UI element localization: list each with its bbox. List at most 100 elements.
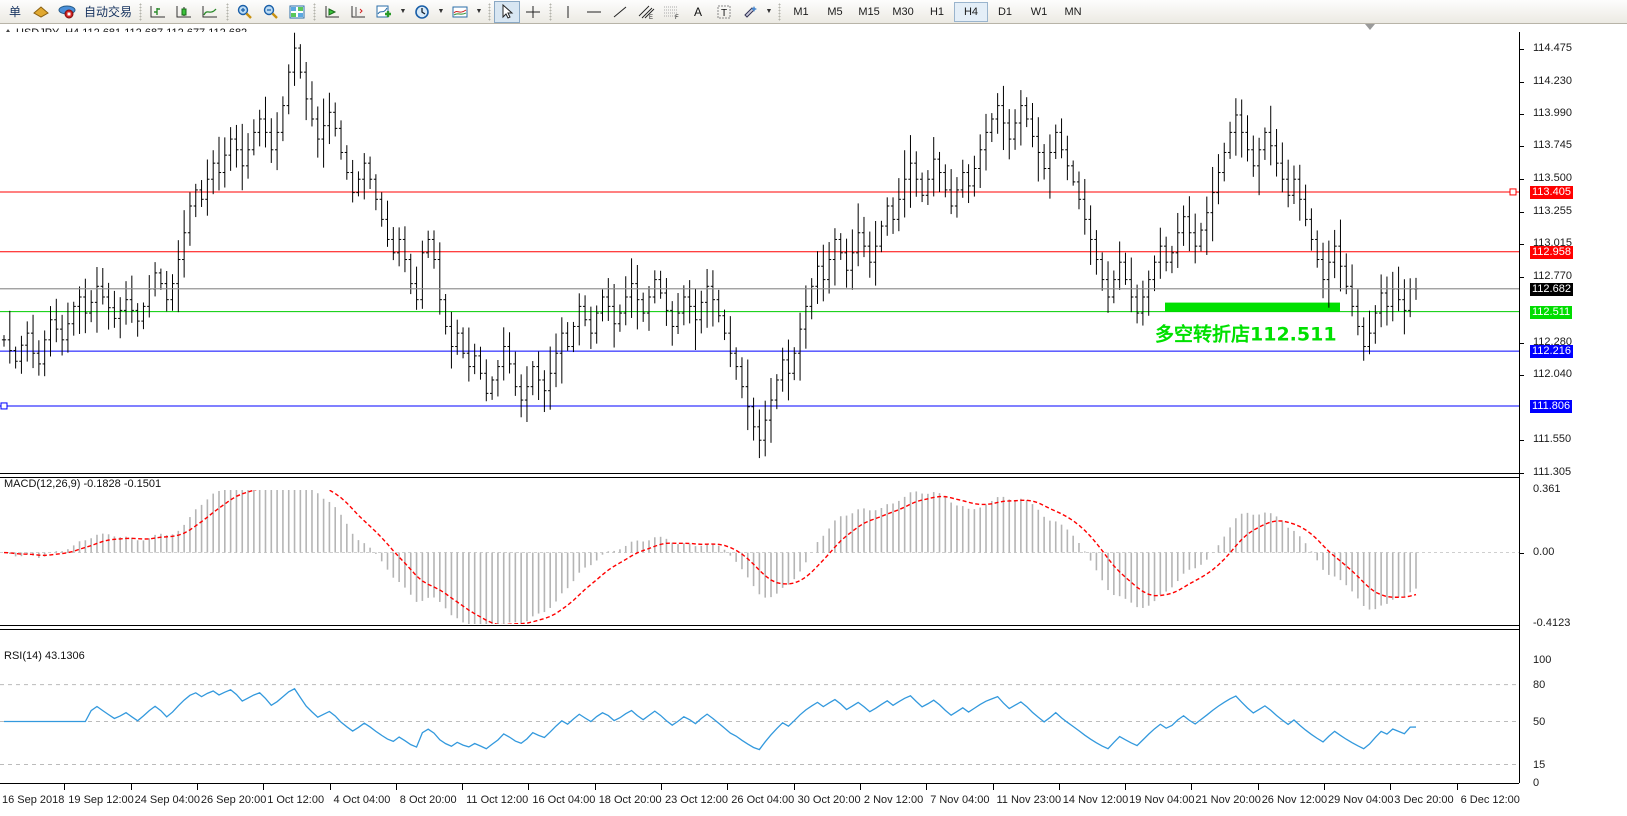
candlestick-chart-icon[interactable] (171, 1, 197, 23)
axis-tick (1520, 440, 1524, 442)
price-axis-label: 114.230 (1533, 74, 1572, 87)
timeframe-m15[interactable]: M15 (858, 5, 880, 18)
price-tag-support[interactable]: 112.216 (1530, 345, 1573, 359)
price-chart-pane[interactable]: 多空转折店112.511 (0, 32, 1519, 473)
autotrading-label[interactable]: 自动交易 (84, 5, 133, 19)
rsi-axis-label: 50 (1533, 715, 1546, 728)
timeframe-m1[interactable]: M1 (793, 5, 809, 18)
time-axis-tick (64, 784, 66, 790)
time-axis-tick (1125, 784, 1127, 790)
rsi-axis-label: 80 (1533, 678, 1546, 691)
timeframe-mn[interactable]: MN (1064, 5, 1082, 18)
time-axis-tick (1058, 784, 1060, 790)
rsi-axis-label: 15 (1533, 758, 1546, 771)
axis-tick (1520, 342, 1524, 344)
time-axis-label: 16 Sep 2018 (2, 794, 65, 806)
time-axis-tick (462, 784, 464, 790)
rsi-label: RSI(14) 43.1306 (4, 650, 85, 662)
svg-text:T: T (721, 8, 727, 19)
rsi-axis-label: 100 (1533, 654, 1552, 666)
chart-scrollbar[interactable] (0, 24, 1627, 32)
price-tag-current-price[interactable]: 112.682 (1530, 282, 1573, 296)
price-axis[interactable]: 114.475 114.230 113.990 113.745 113.500 113.2… (1520, 32, 1627, 789)
time-axis-label: 19 Sep 12:00 (68, 794, 134, 806)
new-order-icon[interactable]: 单 (8, 5, 21, 19)
price-axis-label: 112.770 (1533, 269, 1572, 282)
horizontal-line-icon[interactable] (581, 1, 607, 23)
vertical-line-icon[interactable] (555, 1, 581, 23)
bar-chart-icon[interactable] (145, 1, 171, 23)
text-box-icon[interactable]: T (711, 1, 737, 23)
macd-pane[interactable] (0, 490, 1519, 624)
fibonacci-icon[interactable]: F (659, 1, 685, 23)
axis-tick (1520, 113, 1524, 115)
indicators-dropdown-caret[interactable]: ▼ (399, 8, 407, 15)
price-axis-label: 113.745 (1533, 139, 1572, 152)
time-axis-label: 3 Dec 20:00 (1394, 794, 1454, 806)
crosshair-icon[interactable] (520, 1, 546, 23)
time-axis-label: 16 Oct 04:00 (532, 794, 596, 806)
timeframe-m30[interactable]: M30 (892, 5, 914, 18)
price-tag-resistance[interactable]: 113.405 (1530, 185, 1573, 199)
macd-label: MACD(12,26,9) -0.1828 -0.1501 (4, 478, 162, 490)
axis-tick (1520, 48, 1524, 50)
rsi-chart (0, 684, 1519, 766)
time-axis[interactable]: 16 Sep 2018 19 Sep 12:00 24 Sep 04:00 26 Se… (0, 783, 1520, 816)
price-axis-line (1519, 32, 1520, 783)
price-axis-label: 111.550 (1533, 433, 1572, 446)
time-axis-label: 29 Nov 04:00 (1328, 794, 1394, 806)
time-axis-tick (926, 784, 928, 790)
line-chart-icon[interactable] (197, 1, 223, 23)
axis-tick (1520, 552, 1524, 554)
clock-icon[interactable] (409, 1, 435, 23)
drawings-icon[interactable] (737, 1, 763, 23)
timeframe-w1[interactable]: W1 (1030, 5, 1048, 18)
cursor-icon[interactable] (494, 0, 521, 23)
time-axis-label: 23 Oct 12:00 (665, 794, 728, 806)
time-axis-label: 24 Sep 04:00 (134, 794, 201, 806)
price-tag-pivot[interactable]: 112.511 (1530, 305, 1573, 319)
text-label-icon[interactable]: A (694, 4, 703, 19)
time-axis-tick (130, 784, 132, 790)
time-axis-tick (329, 784, 331, 790)
axis-tick (1520, 146, 1524, 148)
autotrading-icon[interactable] (54, 1, 80, 23)
time-axis-tick (859, 784, 861, 790)
templates-dropdown-caret[interactable]: ▼ (475, 8, 483, 15)
drawings-dropdown-caret[interactable]: ▼ (765, 8, 773, 15)
macd-signal-line (3, 490, 1417, 624)
indicators-icon[interactable] (371, 1, 397, 23)
price-tag-resistance[interactable]: 112.958 (1530, 245, 1573, 259)
zoom-in-icon[interactable] (232, 1, 258, 23)
time-axis-tick (263, 784, 265, 790)
macd-axis-label: 0.00 (1533, 545, 1555, 558)
time-axis-tick (196, 784, 198, 790)
timeframe-h1[interactable]: H1 (929, 5, 945, 18)
svg-text:F: F (675, 15, 679, 20)
time-axis-label: 26 Sep 20:00 (200, 794, 267, 806)
timeframe-h4[interactable]: H4 (954, 1, 989, 22)
time-axis-tick (727, 784, 729, 790)
svg-text:E: E (649, 15, 653, 20)
toolbar-separator (310, 2, 319, 22)
price-tag-support[interactable]: 111.806 (1530, 399, 1573, 413)
period-dropdown-caret[interactable]: ▼ (437, 8, 445, 15)
timeframe-m5[interactable]: M5 (827, 5, 843, 18)
chart-shift-icon[interactable] (345, 1, 371, 23)
axis-tick (1520, 244, 1524, 246)
equidistant-channel-icon[interactable]: E (633, 1, 659, 23)
zoom-out-icon[interactable] (258, 1, 284, 23)
time-axis-label: 11 Nov 23:00 (996, 794, 1062, 806)
expert-advisors-icon[interactable] (28, 1, 54, 23)
axis-tick (1520, 374, 1524, 376)
time-axis-label: 18 Oct 20:00 (598, 794, 662, 806)
auto-scroll-icon[interactable] (319, 1, 345, 23)
rsi-pane[interactable] (0, 660, 1519, 783)
time-axis-tick (992, 784, 994, 790)
time-axis-label: 26 Oct 04:00 (731, 794, 795, 806)
timeframe-d1[interactable]: D1 (997, 5, 1013, 18)
data-window-icon[interactable] (284, 1, 310, 23)
trendline-icon[interactable] (607, 1, 633, 23)
templates-icon[interactable] (447, 1, 473, 23)
